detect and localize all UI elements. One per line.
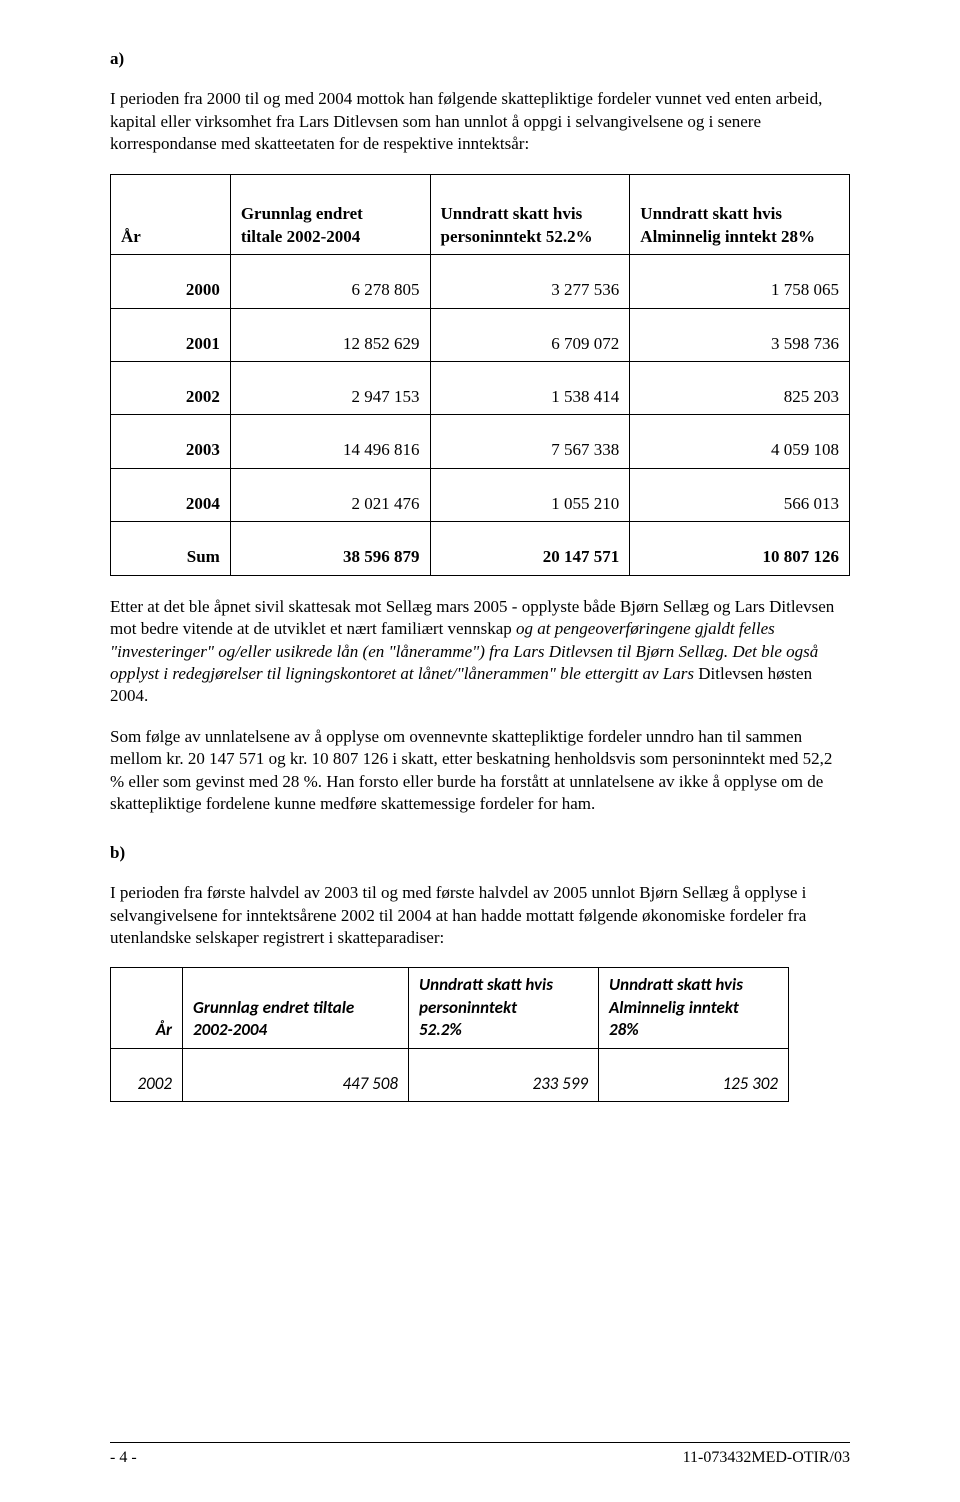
table-b: År Grunnlag endret tiltale2002-2004 Unnd… <box>110 967 789 1102</box>
cell-alminnelig: 4 059 108 <box>630 415 850 468</box>
cell-year: 2003 <box>111 415 231 468</box>
footer-page-number: - 4 - <box>110 1447 137 1468</box>
section-b-label: b) <box>110 842 850 864</box>
cell-person: 1 055 210 <box>430 468 630 521</box>
cell-sum-label: Sum <box>111 522 231 575</box>
para-b-intro: I perioden fra første halvdel av 2003 ti… <box>110 882 850 949</box>
table-b-h4: Unndratt skatt hvisAlminnelig inntekt28% <box>599 968 789 1048</box>
cell-year: 2002 <box>111 361 231 414</box>
cell-person: 6 709 072 <box>430 308 630 361</box>
table-row: 20006 278 8053 277 5361 758 065 <box>111 255 850 308</box>
table-b-header-row: År Grunnlag endret tiltale2002-2004 Unnd… <box>111 968 789 1048</box>
table-a-h3: Unndratt skatt hvispersoninntekt 52.2% <box>430 174 630 254</box>
para-a-intro: I perioden fra 2000 til og med 2004 mott… <box>110 88 850 155</box>
section-a-label: a) <box>110 48 850 70</box>
cell-sum-alminnelig: 10 807 126 <box>630 522 850 575</box>
footer-case-number: 11-073432MED-OTIR/03 <box>683 1447 850 1468</box>
cell-sum-grunnlag: 38 596 879 <box>230 522 430 575</box>
cell-year: 2000 <box>111 255 231 308</box>
cell-grunnlag: 2 021 476 <box>230 468 430 521</box>
cell-alminnelig: 825 203 <box>630 361 850 414</box>
cell-grunnlag: 447 508 <box>183 1048 409 1101</box>
cell-year: 2002 <box>111 1048 183 1101</box>
cell-alminnelig: 1 758 065 <box>630 255 850 308</box>
cell-grunnlag: 12 852 629 <box>230 308 430 361</box>
table-row: 20022 947 1531 538 414825 203 <box>111 361 850 414</box>
cell-year: 2004 <box>111 468 231 521</box>
table-a-h1: År <box>111 174 231 254</box>
table-a-h2: Grunnlag endrettiltale 2002-2004 <box>230 174 430 254</box>
cell-alminnelig: 3 598 736 <box>630 308 850 361</box>
table-b-h3: Unndratt skatt hvispersoninntekt52.2% <box>409 968 599 1048</box>
table-row: 200314 496 8167 567 3384 059 108 <box>111 415 850 468</box>
cell-alminnelig: 125 302 <box>599 1048 789 1101</box>
table-row: 200112 852 6296 709 0723 598 736 <box>111 308 850 361</box>
cell-year: 2001 <box>111 308 231 361</box>
cell-alminnelig: 566 013 <box>630 468 850 521</box>
cell-sum-person: 20 147 571 <box>430 522 630 575</box>
cell-person: 3 277 536 <box>430 255 630 308</box>
cell-person: 7 567 338 <box>430 415 630 468</box>
table-a: År Grunnlag endrettiltale 2002-2004 Unnd… <box>110 174 850 576</box>
table-row: 2002447 508233 599125 302 <box>111 1048 789 1101</box>
table-b-h1: År <box>111 968 183 1048</box>
table-a-h4: Unndratt skatt hvisAlminnelig inntekt 28… <box>630 174 850 254</box>
cell-person: 1 538 414 <box>430 361 630 414</box>
cell-grunnlag: 6 278 805 <box>230 255 430 308</box>
table-b-h2: Grunnlag endret tiltale2002-2004 <box>183 968 409 1048</box>
cell-grunnlag: 2 947 153 <box>230 361 430 414</box>
cell-grunnlag: 14 496 816 <box>230 415 430 468</box>
para-body-3: Som følge av unnlatelsene av å opplyse o… <box>110 726 850 816</box>
table-a-header-row: År Grunnlag endrettiltale 2002-2004 Unnd… <box>111 174 850 254</box>
page-footer: - 4 - 11-073432MED-OTIR/03 <box>110 1442 850 1468</box>
cell-person: 233 599 <box>409 1048 599 1101</box>
para-body-2: Etter at det ble åpnet sivil skattesak m… <box>110 596 850 708</box>
table-row-sum: Sum38 596 87920 147 57110 807 126 <box>111 522 850 575</box>
table-row: 20042 021 4761 055 210566 013 <box>111 468 850 521</box>
